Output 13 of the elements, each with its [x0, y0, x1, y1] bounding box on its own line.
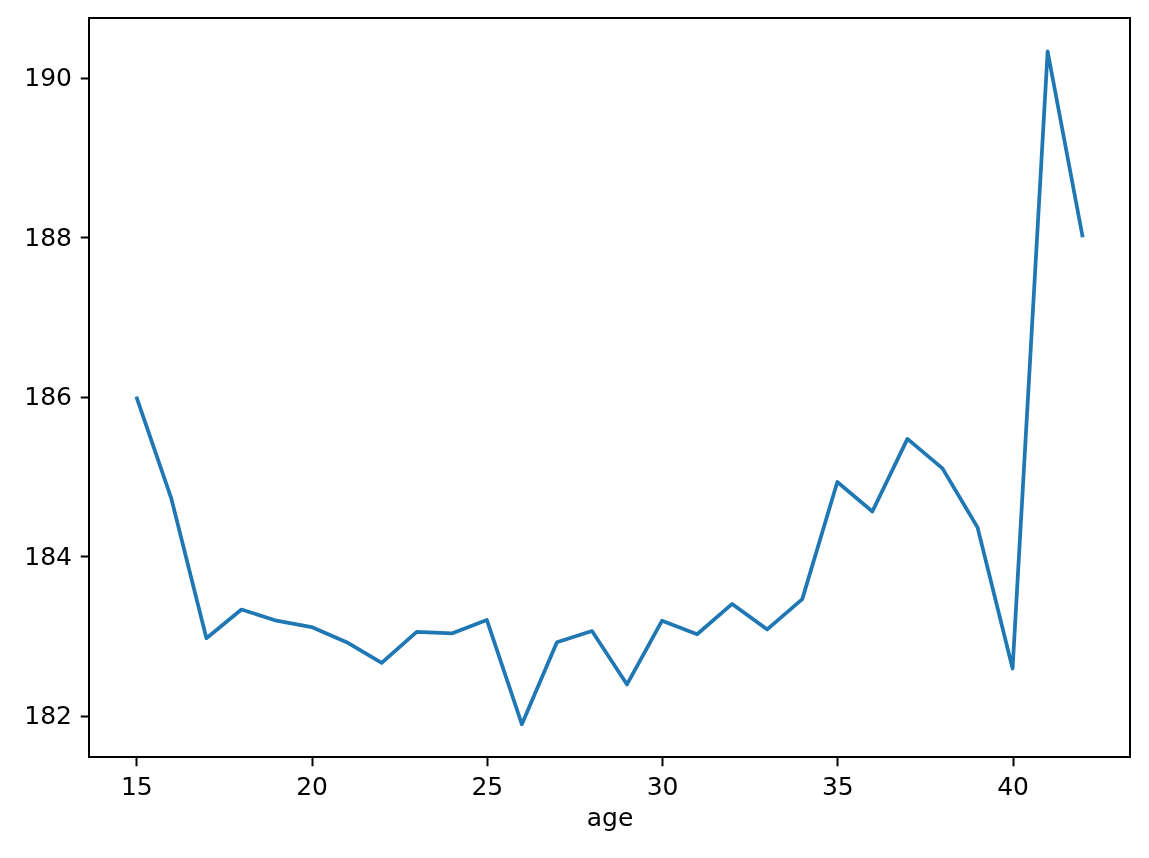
x-axis-title: age	[586, 803, 634, 832]
y-tick-label: 182	[24, 701, 72, 731]
x-tick-label: 30	[646, 772, 679, 801]
y-tick-label: 190	[24, 63, 72, 93]
y-tick-label: 186	[24, 382, 72, 412]
y-tick-label: 188	[24, 222, 72, 252]
x-tick-label: 15	[120, 772, 153, 801]
line-series	[134, 49, 1085, 727]
y-tick-label: 184	[24, 541, 72, 571]
x-tick-label: 20	[296, 772, 328, 801]
x-tick-label: 40	[997, 772, 1029, 801]
x-tick-label: 25	[471, 772, 504, 801]
x-tick-label: 35	[821, 772, 854, 801]
